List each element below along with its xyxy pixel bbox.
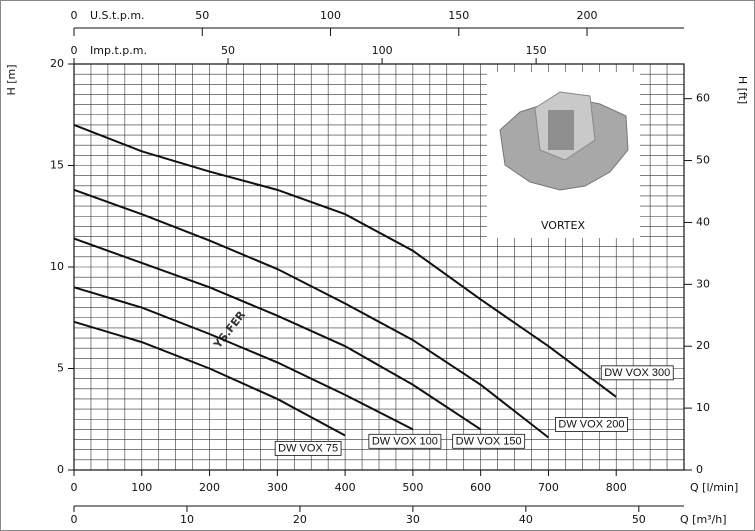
curve-label-text: DW VOX 150 [456,435,522,447]
x-tick-label: 0 [71,481,78,494]
y2-tick-label: 20 [696,339,710,352]
x2-tick-label: 10 [180,513,194,526]
y2-tick-label: 0 [696,463,703,476]
curve [73,237,482,431]
x2-tick-label: 40 [519,513,533,526]
y-tick-label: 10 [50,260,64,273]
curve-label-text: DW VOX 75 [278,442,338,454]
x-tick-label: 500 [402,481,423,494]
impeller-hub [548,110,574,150]
x2-tick-label: 0 [71,513,78,526]
product-image [487,72,640,238]
x-tick-label: 200 [199,481,220,494]
y2-tick-label: 50 [696,154,710,167]
top-tick-label: 100 [320,9,341,22]
x-tick-label: 800 [606,481,627,494]
curve-label-box [452,433,526,449]
top-tick-label: 150 [448,9,469,22]
curve [73,286,414,431]
top-tick-label: 150 [526,44,547,57]
top-axis-label: Imp.t.p.m. [90,44,147,57]
curve-label: DW VOX 75 [274,440,342,456]
curve [73,320,346,437]
x-tick-label: 100 [131,481,152,494]
curve-label: DW VOX 200 [555,417,628,432]
top-axis-label: U.S.t.p.m. [90,9,145,22]
curve-label-box [555,417,628,432]
y-tick-label: 0 [57,463,64,476]
image-caption: VORTEX [541,219,586,232]
top-tick-label: 100 [372,44,393,57]
curve-label-box [600,365,674,381]
top-tick-label: 50 [221,44,235,57]
y2-tick-label: 40 [696,215,710,228]
curve-label: DW VOX 100 [368,433,442,449]
top-tick-label: 50 [195,9,209,22]
x2-tick-label: 50 [632,513,646,526]
y2-tick-label: 30 [696,277,710,290]
x2-tick-label: 20 [293,513,307,526]
x2-axis-label: Q [m³/h] [680,513,727,526]
x2-tick-label: 30 [406,513,420,526]
top-tick-label: 0 [71,9,78,22]
curve-label-text: DW VOX 100 [372,435,438,447]
curve-label-text: DW VOX 200 [558,418,624,430]
x-tick-label: 600 [470,481,491,494]
curve-label-box [368,433,442,449]
x-tick-label: 700 [538,481,559,494]
x-tick-label: 400 [335,481,356,494]
y-axis-label: H [m] [5,64,18,95]
curve [73,123,617,398]
curve-label: DW VOX 300 [600,365,674,381]
y2-axis-label: H [ft] [736,76,749,104]
y-tick-label: 5 [57,362,64,375]
y-tick-label: 20 [50,57,64,70]
y2-tick-label: 10 [696,401,710,414]
curve-label: DW VOX 150 [452,433,526,449]
curve [73,188,550,439]
curve-label-text: DW VOX 300 [604,367,670,379]
y2-tick-label: 60 [696,92,710,105]
y-tick-label: 15 [50,159,64,172]
x-axis-label: Q [l/min] [690,481,738,494]
curve-label-box [274,440,342,456]
top-tick-label: 200 [577,9,598,22]
top-tick-label: 0 [71,44,78,57]
x-tick-label: 300 [267,481,288,494]
